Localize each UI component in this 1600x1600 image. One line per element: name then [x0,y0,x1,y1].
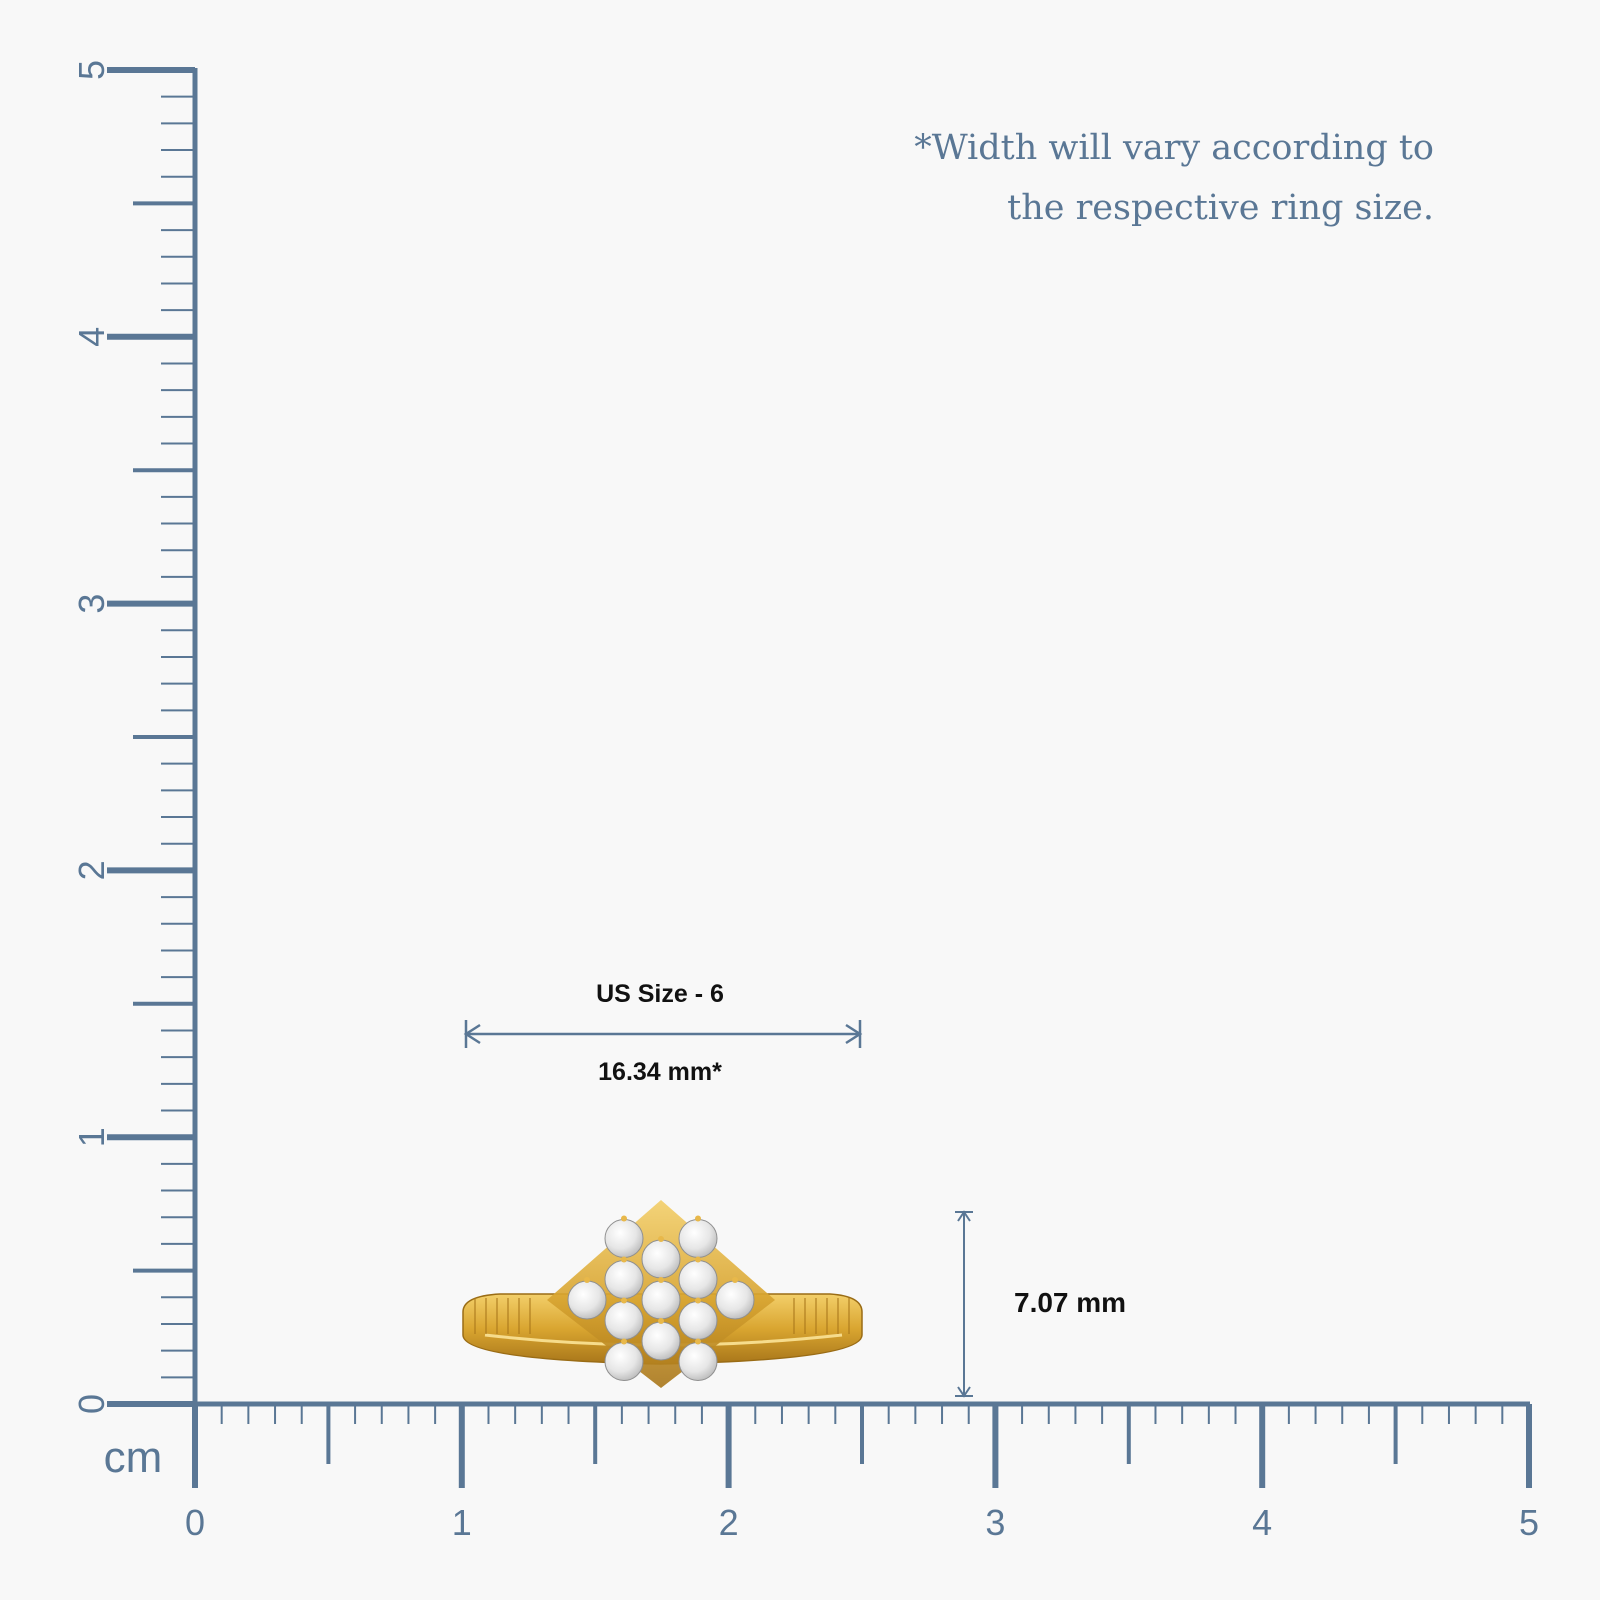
prong [621,1256,627,1263]
left-tick-label: 0 [71,1394,112,1414]
diamond-stone [604,1342,644,1381]
note-line-2: the respective ring size. [1007,188,1434,228]
prong [621,1215,627,1222]
diamond-stone [604,1219,644,1258]
bottom-tick-label: 1 [452,1502,472,1543]
ring-size-label: US Size - 6 [596,980,724,1008]
width-dimension-arrow [463,1020,863,1048]
bottom-ruler-labels: 0 1 2 3 4 5 [185,1502,1539,1543]
ring-width-value: 16.34 mm* [598,1058,722,1086]
bottom-tick-label: 0 [185,1502,205,1543]
ring-height-value: 7.07 mm [1014,1287,1127,1318]
prong [658,1236,664,1242]
prong [695,1215,701,1222]
prong [584,1277,590,1283]
diamond-stone [678,1301,718,1340]
width-disclaimer-note: *Width will vary according to the respec… [914,118,1434,238]
left-ruler-labels: 0 1 2 3 4 5 [71,60,112,1414]
ring-image [462,1200,863,1388]
diamond-stone [567,1280,607,1320]
prong [621,1338,627,1345]
band-grooves [474,1298,850,1334]
left-tick-label: 1 [71,1127,112,1147]
prong [658,1277,664,1283]
left-tick-label: 3 [71,594,112,614]
bottom-ruler [108,1401,1532,1488]
note-line-1: *Width will vary according to [914,128,1434,168]
diamond-cluster [567,1215,755,1381]
left-tick-label: 4 [71,327,112,347]
bottom-tick-label: 2 [719,1502,739,1543]
diamond-stone [715,1280,755,1320]
prong [695,1297,701,1304]
prong [658,1318,664,1324]
ruler-unit-label: cm [104,1433,163,1482]
prong [695,1338,701,1345]
diamond-stone [641,1239,681,1279]
left-tick-label: 2 [71,860,112,880]
diamond-stone [678,1219,718,1258]
prong [732,1277,738,1283]
left-tick-label: 5 [71,60,112,80]
bottom-tick-label: 5 [1519,1502,1539,1543]
bottom-tick-label: 4 [1252,1502,1272,1543]
diamond-stone [604,1260,644,1299]
bottom-tick-label: 3 [985,1502,1005,1543]
left-ruler [107,67,198,1408]
diamond-stone [678,1260,718,1299]
prong [621,1297,627,1304]
diamond-stone [678,1342,718,1381]
diamond-stone [641,1321,681,1361]
prong [695,1256,701,1263]
height-dimension-arrow [955,1210,973,1398]
diamond-stone [604,1301,644,1340]
diamond-stone [641,1280,681,1320]
